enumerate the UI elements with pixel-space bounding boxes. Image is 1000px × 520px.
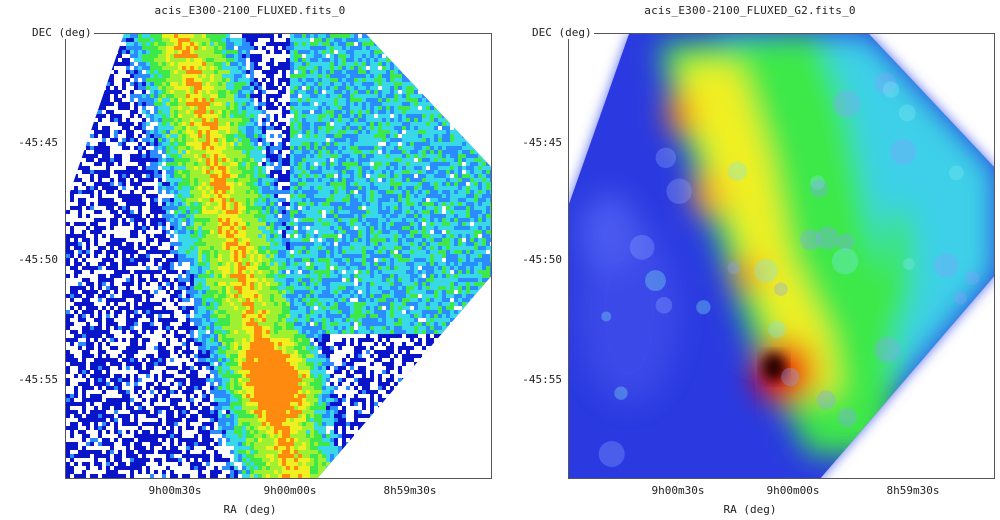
left-ytick-0: -45:45: [18, 136, 58, 149]
right-panel-title: acis_E300-2100_FLUXED_G2.fits_0: [644, 4, 856, 17]
left-xtick-2: 8h59m30s: [383, 484, 437, 497]
left-xtick-0: 9h00m30s: [148, 484, 202, 497]
left-y-axis-label: DEC (deg): [30, 26, 94, 39]
smoothed-flux-image: [569, 34, 994, 478]
right-ytick-1: -45:50: [522, 253, 562, 266]
right-xtick-2: 8h59m30s: [886, 484, 940, 497]
left-x-axis-label: RA (deg): [223, 503, 277, 516]
right-y-axis-label: DEC (deg): [530, 26, 594, 39]
left-ytick-1: -45:50: [18, 253, 58, 266]
left-xtick-1: 9h00m00s: [263, 484, 317, 497]
right-xtick-1: 9h00m00s: [766, 484, 820, 497]
right-x-axis-label: RA (deg): [723, 503, 777, 516]
right-image-plot[interactable]: [568, 33, 995, 479]
left-panel-title: acis_E300-2100_FLUXED.fits_0: [154, 4, 346, 17]
left-image-panel: acis_E300-2100_FLUXED.fits_0 DEC (deg) -…: [18, 4, 492, 516]
right-ytick-0: -45:45: [522, 136, 562, 149]
right-ytick-2: -45:55: [522, 373, 562, 386]
pixelated-flux-image: [66, 34, 491, 478]
left-image-plot[interactable]: [65, 33, 492, 479]
right-xtick-0: 9h00m30s: [651, 484, 705, 497]
left-ytick-2: -45:55: [18, 373, 58, 386]
right-image-panel: acis_E300-2100_FLUXED_G2.fits_0: [500, 0, 1000, 520]
